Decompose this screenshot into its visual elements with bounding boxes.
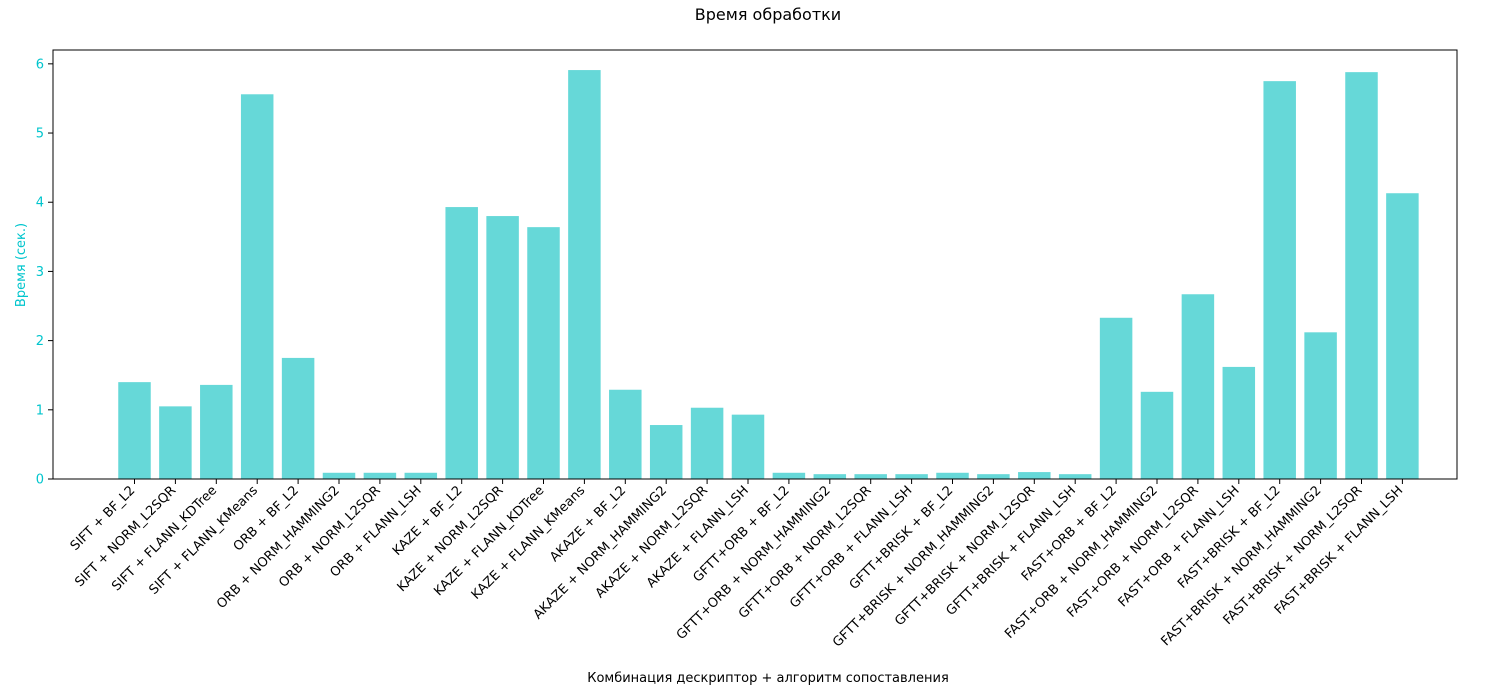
chart-title: Время обработки: [695, 5, 841, 24]
bar: [690, 407, 724, 479]
bar: [854, 474, 887, 479]
bar: [1140, 391, 1174, 479]
y-tick-label: 5: [36, 127, 44, 142]
bar: [527, 227, 560, 479]
bar: [159, 406, 192, 479]
bar: [1345, 72, 1378, 479]
bar: [895, 474, 928, 479]
y-tick-label: 2: [36, 334, 44, 349]
bar: [200, 384, 233, 479]
x-axis-label: Комбинация дескриптор + алгоритм сопоста…: [587, 671, 949, 686]
bar: [813, 474, 847, 479]
bar: [240, 94, 274, 479]
y-tick-label: 6: [36, 57, 44, 72]
y-tick-label: 3: [36, 265, 44, 280]
y-tick-label: 0: [36, 473, 44, 488]
bar: [609, 389, 642, 479]
bar: [936, 472, 969, 479]
x-tick-label: GFTT+ORB + NORM_HAMMING2: [674, 483, 834, 643]
bar: [281, 357, 315, 479]
bar: [363, 472, 397, 479]
x-tick-label: AKAZE + BF_L2: [547, 483, 629, 565]
bar: [731, 414, 765, 479]
bar: [977, 474, 1010, 479]
y-ticks-group: 0 1 2 3 4 5 6: [36, 57, 53, 488]
bar: [322, 472, 356, 479]
x-tick-label: FAST+ORB + NORM_HAMMING2: [1002, 483, 1161, 642]
bar: [404, 472, 438, 479]
bar: [1181, 294, 1215, 479]
x-tick-label: KAZE + BF_L2: [390, 483, 466, 559]
bars-group: [118, 70, 1419, 480]
bar: [1263, 81, 1296, 479]
bar: [1099, 317, 1133, 479]
bar: [1058, 474, 1092, 479]
bar: [1386, 193, 1419, 480]
bar: [649, 425, 683, 479]
bar: [1222, 366, 1256, 479]
bar: [772, 472, 806, 479]
bar: [445, 207, 478, 479]
y-axis-label: Время (сек.): [14, 223, 29, 307]
bar: [118, 382, 151, 479]
plot-frame: [52, 49, 1458, 480]
bar: [1304, 332, 1337, 479]
y-tick-label: 1: [36, 403, 44, 418]
bar: [1018, 472, 1051, 479]
y-tick-label: 4: [36, 196, 44, 211]
bar: [568, 70, 601, 479]
bar: [486, 216, 519, 479]
